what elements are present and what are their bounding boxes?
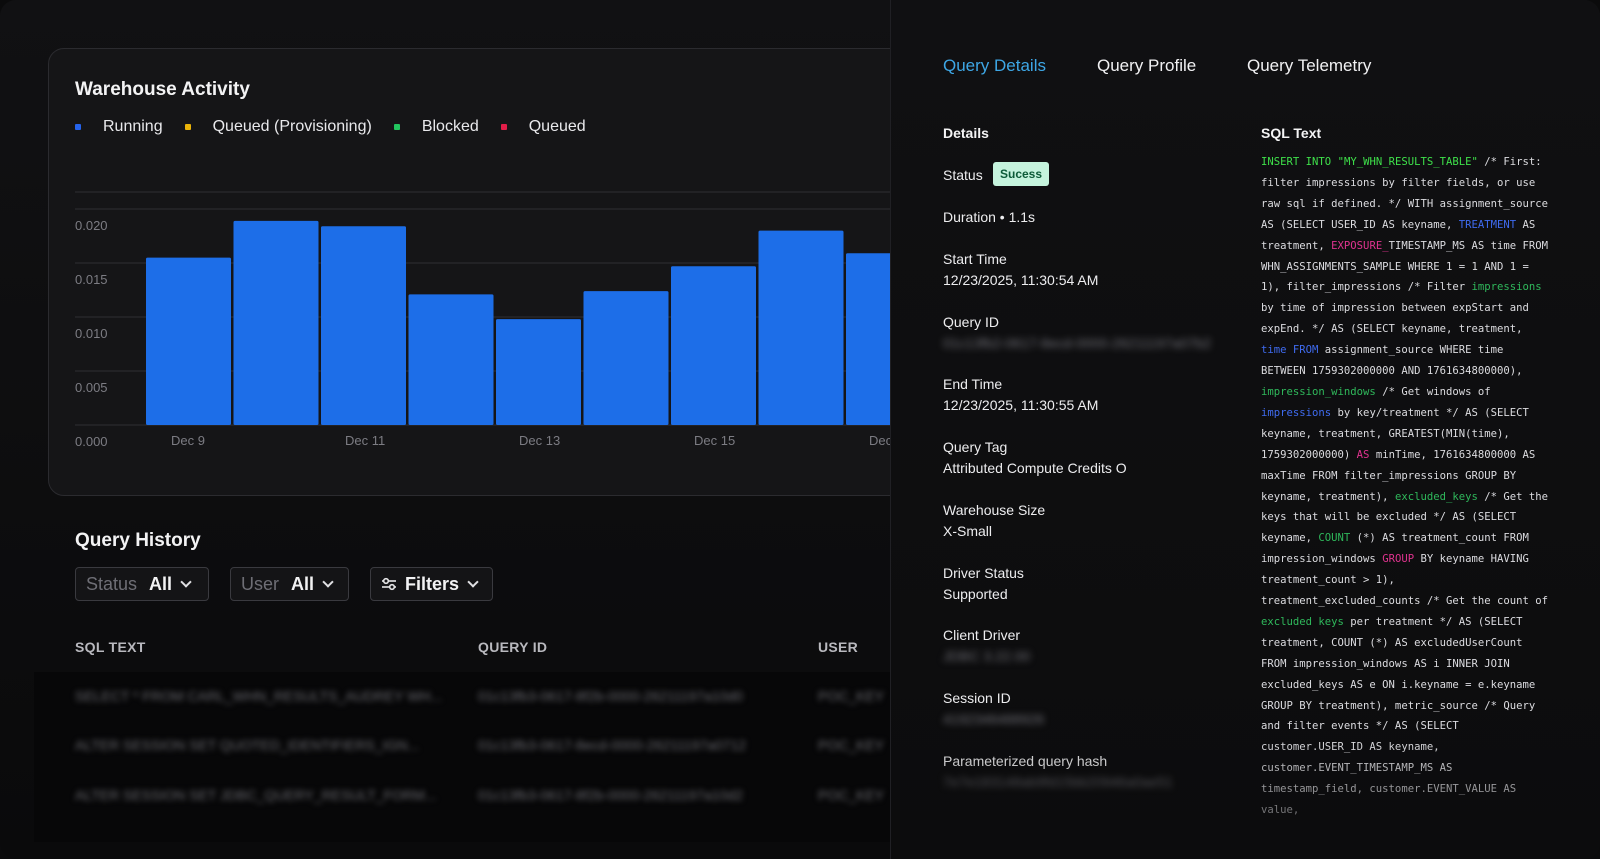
status-filter-value: All (149, 573, 173, 594)
legend-item-running[interactable]: Running (75, 118, 163, 136)
query-tag-label: Query Tag (943, 439, 1008, 455)
bar-dec-15[interactable] (671, 266, 756, 425)
start-time-label: Start Time (943, 251, 1007, 267)
y-tick-label: 0.010 (75, 326, 108, 341)
query-hash-value[interactable]: 7e7e183148ab9fd15bb20946a0ae51 (943, 774, 1173, 790)
warehouse-size-label: Warehouse Size (943, 502, 1046, 518)
sliders-icon (382, 577, 396, 591)
x-tick-label: Dec 13 (519, 433, 560, 448)
table-row-sql[interactable]: ALTER SESSION SET QUOTED_IDENTIFIERS_IGN… (75, 737, 420, 753)
tab-query-telemetry[interactable]: Query Telemetry (1247, 56, 1372, 75)
legend-swatch-queued (500, 124, 507, 130)
warehouse-activity-card: 0.000 0.005 0.010 0.015 0.020 Dec 9 Dec 11 Dec … (48, 48, 929, 496)
details-heading: Details (943, 125, 989, 141)
legend-label: Blocked (421, 118, 479, 135)
bar-dec-12[interactable] (408, 294, 494, 425)
bar-dec-13[interactable] (496, 319, 581, 425)
tab-query-details[interactable]: Query Details (943, 56, 1046, 75)
legend-item-queued-provisioning[interactable]: Queued (Provisioning) (184, 118, 372, 136)
session-id-label: Session ID (943, 690, 1011, 706)
sql-text-heading: SQL Text (1261, 125, 1322, 141)
status-label: Status (943, 167, 983, 183)
status-filter-label: Status (86, 573, 138, 594)
table-row-id[interactable]: 01c13fb3-0617-8ecd-0000-26211197a0712 (478, 737, 747, 753)
client-driver-value: JDBC 3.22.00 (943, 648, 1031, 664)
end-time-label: End Time (943, 376, 1003, 392)
legend-item-blocked[interactable]: Blocked (393, 118, 479, 136)
table-row-user[interactable]: POC_KEY (818, 737, 885, 753)
table-row-id[interactable]: 01c13fb3-0617-8f2b-0000-26211197a10d0 (478, 688, 743, 704)
y-tick-label: 0.000 (75, 434, 108, 449)
bar-dec-10[interactable] (233, 220, 319, 425)
column-header-sql-text[interactable]: SQL TEXT (75, 639, 146, 655)
y-tick-label: 0.020 (75, 218, 108, 233)
session-id-value[interactable]: 4192346488926 (943, 711, 1045, 727)
x-tick-label: Dec 15 (694, 433, 735, 448)
start-time-value: 12/23/2025, 11:30:54 AM (943, 272, 1099, 288)
query-id-value[interactable]: 01c13fb2-0617-8ecd-0000-26211197a07b2 (943, 335, 1212, 351)
legend-swatch-blocked (393, 124, 400, 130)
user-filter-value: All (291, 573, 315, 594)
y-tick-label: 0.005 (75, 380, 108, 395)
sql-text-block[interactable]: INSERT INTO "MY_WHN_RESULTS_TABLE" /* Fi… (1261, 156, 1555, 817)
table-row-sql[interactable]: ALTER SESSION SET JDBC_QUERY_RESULT_FORM… (75, 787, 437, 803)
bar-dec-14[interactable] (583, 291, 669, 425)
y-tick-label: 0.015 (75, 272, 108, 287)
table-row-user[interactable]: POC_KEY (818, 688, 885, 704)
legend-label: Queued (Provisioning) (212, 118, 372, 135)
column-header-user[interactable]: USER (818, 639, 859, 655)
chevron-down-icon (322, 575, 334, 588)
legend-label: Running (103, 118, 163, 135)
chevron-down-icon (467, 575, 479, 588)
client-driver-label: Client Driver (943, 627, 1021, 643)
driver-status-value: Supported (943, 586, 1008, 602)
end-time-value: 12/23/2025, 11:30:55 AM (943, 397, 1099, 413)
query-id-label: Query ID (943, 314, 1000, 330)
duration-text: Duration • 1.1s (943, 209, 1036, 225)
bar-dec-16[interactable] (758, 230, 844, 425)
query-detail-panel: Query Details Query Profile Query Teleme… (890, 0, 1600, 859)
chart-legend: Running Queued (Provisioning) Blocked Qu… (75, 118, 608, 136)
legend-item-queued[interactable]: Queued (500, 118, 586, 136)
driver-status-label: Driver Status (943, 565, 1024, 581)
bar-dec-9[interactable] (146, 257, 231, 425)
table-row-id[interactable]: 01c13fb3-0617-8f2b-0000-26211197a10d2 (478, 787, 743, 803)
legend-swatch-queued-provisioning (184, 124, 191, 130)
chevron-down-icon (180, 575, 192, 588)
x-tick-label: Dec (869, 433, 893, 448)
warehouse-size-value: X-Small (943, 523, 993, 539)
tab-query-profile[interactable]: Query Profile (1097, 56, 1197, 75)
query-history-title: Query History (75, 530, 201, 551)
status-filter-dropdown[interactable]: Status All (75, 567, 209, 601)
query-hash-label: Parameterized query hash (943, 753, 1108, 769)
card-title: Warehouse Activity (75, 79, 250, 100)
table-row-sql[interactable]: SELECT * FROM CARL_WHN_RESULTS_AUDREY WH… (75, 688, 443, 704)
legend-label: Queued (528, 118, 586, 135)
x-tick-label: Dec 11 (345, 433, 385, 448)
query-tag-value: Attributed Compute Credits O (943, 460, 1127, 476)
user-filter-dropdown[interactable]: User All (230, 567, 349, 601)
user-filter-label: User (241, 573, 280, 594)
x-tick-label: Dec 9 (171, 433, 205, 448)
filters-label: Filters (405, 573, 460, 594)
table-row-user[interactable]: POC_KEY (818, 787, 885, 803)
bar-dec-11[interactable] (321, 226, 406, 425)
filters-button[interactable]: Filters (370, 567, 493, 601)
status-badge: Sucess (993, 162, 1050, 186)
column-header-query-id[interactable]: QUERY ID (478, 639, 548, 655)
query-history-table-body: SELECT * FROM CARL_WHN_RESULTS_AUDREY WH… (34, 672, 894, 842)
legend-swatch-running (75, 124, 81, 130)
warehouse-activity-chart: 0.000 0.005 0.010 0.015 0.020 Dec 9 Dec 11 Dec … (75, 191, 929, 449)
